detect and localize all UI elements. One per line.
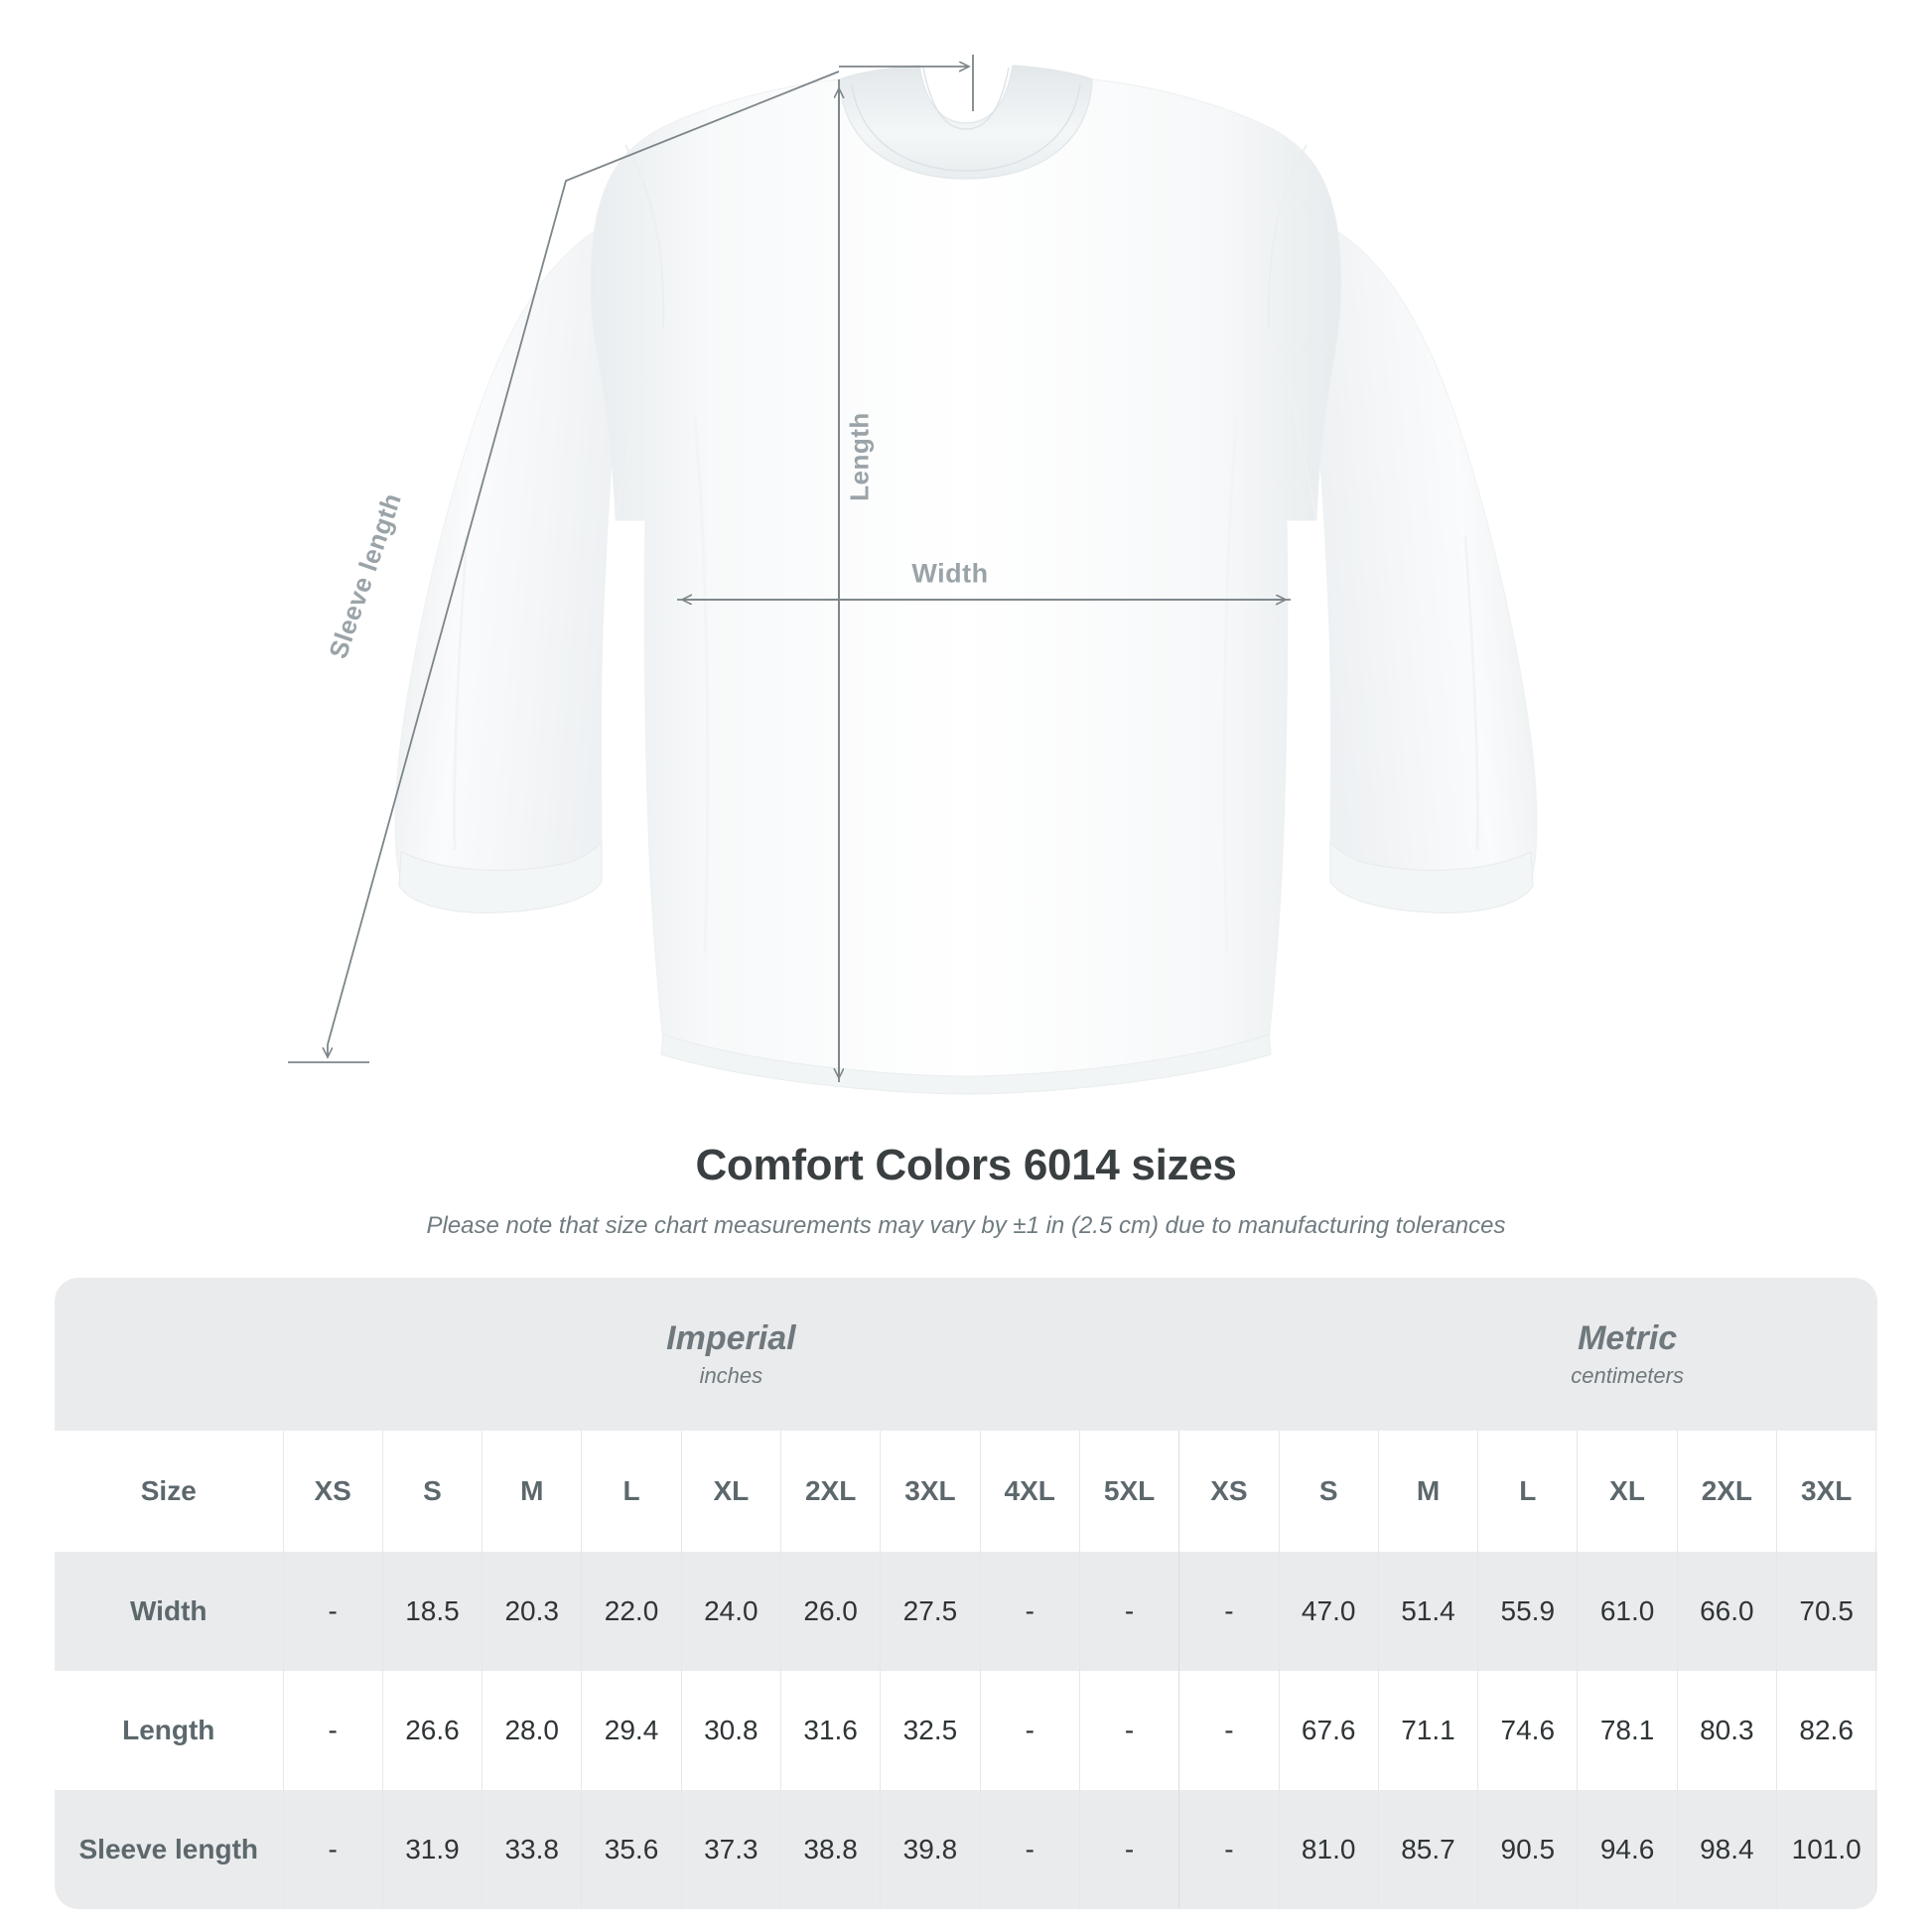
table-cell: 28.0	[482, 1671, 582, 1790]
size-header-2xl: 2XL	[1676, 1431, 1777, 1552]
table-cell: 31.6	[779, 1671, 881, 1790]
unit-header-spacer	[55, 1278, 283, 1431]
table-cell: 22.0	[581, 1552, 682, 1671]
table-cell: 98.4	[1676, 1790, 1777, 1909]
table-cell: 37.3	[680, 1790, 781, 1909]
shirt-diagram-svg	[288, 55, 1538, 1095]
size-header-l: L	[1477, 1431, 1578, 1552]
table-cell: -	[1178, 1790, 1280, 1909]
size-header-3xl: 3XL	[1776, 1431, 1876, 1552]
table-cell: -	[979, 1671, 1080, 1790]
size-chart-table-wrapper: Imperial inches Metric centimeters Size XS S M L…	[55, 1278, 1877, 1909]
table-cell: 32.5	[880, 1671, 981, 1790]
size-chart-table: Imperial inches Metric centimeters Size XS S M L…	[55, 1278, 1877, 1909]
measurement-lines	[288, 55, 1291, 1082]
unit-header-metric: Metric centimeters	[1178, 1278, 1877, 1431]
table-cell: 82.6	[1776, 1671, 1876, 1790]
table-cell: 85.7	[1377, 1790, 1478, 1909]
table-cell: -	[282, 1671, 383, 1790]
table-cell: 66.0	[1676, 1552, 1777, 1671]
size-header-xs: XS	[282, 1431, 383, 1552]
size-header-xs: XS	[1178, 1431, 1280, 1552]
size-header-row: SizeXSSMLXL2XL3XL4XL5XLXSSMLXL2XL3XL4XL5…	[55, 1431, 1877, 1552]
table-cell: -	[282, 1552, 383, 1671]
chart-heading-block: Comfort Colors 6014 sizes Please note th…	[0, 1141, 1932, 1240]
table-cell: 47.0	[1278, 1552, 1379, 1671]
table-cell: -	[979, 1790, 1080, 1909]
size-header-3xl: 3XL	[880, 1431, 981, 1552]
size-header-xl: XL	[680, 1431, 781, 1552]
table-cell: -	[1875, 1552, 1877, 1671]
table-cell: 80.3	[1676, 1671, 1777, 1790]
unit-header-imperial: Imperial inches	[283, 1278, 1179, 1431]
tolerance-note: Please note that size chart measurements…	[426, 1212, 1506, 1239]
table-cell: -	[1178, 1552, 1280, 1671]
table-cell: 26.0	[779, 1552, 881, 1671]
table-cell: 33.8	[482, 1790, 582, 1909]
unit-name: Imperial	[666, 1318, 796, 1357]
size-header-5xl: 5XL	[1078, 1431, 1179, 1552]
table-cell: -	[1178, 1671, 1280, 1790]
table-cell: -	[1875, 1790, 1877, 1909]
table-cell: 81.0	[1278, 1790, 1379, 1909]
row-label-width: Width	[55, 1552, 283, 1671]
table-row: Sleeve length -31.9 33.8 35.6 37.3 38.8 39.8- -…	[55, 1790, 1877, 1909]
garment-illustration: Sleeve length Length Width	[288, 55, 1538, 1095]
size-header-s: S	[381, 1431, 483, 1552]
row-label-length: Length	[55, 1671, 283, 1790]
sleeve-length-line	[327, 70, 840, 1045]
table-cell: 94.6	[1577, 1790, 1678, 1909]
table-row: Length -26.6 28.0 29.4 30.8 31.6 32.5- - -67.6 71…	[55, 1671, 1877, 1790]
table-cell: 20.3	[482, 1552, 582, 1671]
table-cell: 24.0	[680, 1552, 781, 1671]
table-cell: 51.4	[1377, 1552, 1478, 1671]
size-header-4xl: 4XL	[979, 1431, 1080, 1552]
page-title: Comfort Colors 6014 sizes	[695, 1141, 1237, 1189]
table-cell: 27.5	[880, 1552, 981, 1671]
table-cell: 61.0	[1577, 1552, 1678, 1671]
table-cell: 35.6	[581, 1790, 682, 1909]
unit-name: Metric	[1578, 1318, 1678, 1357]
size-header-m: M	[1377, 1431, 1478, 1552]
table-cell: -	[1078, 1552, 1179, 1671]
table-cell: 74.6	[1477, 1671, 1578, 1790]
table-cell: 18.5	[381, 1552, 483, 1671]
unit-subtitle: inches	[699, 1363, 763, 1389]
size-header-m: M	[482, 1431, 582, 1552]
size-header-xl: XL	[1577, 1431, 1678, 1552]
table-cell: -	[1078, 1790, 1179, 1909]
table-cell: 29.4	[581, 1671, 682, 1790]
size-header-2xl: 2XL	[779, 1431, 881, 1552]
table-cell: 67.6	[1278, 1671, 1379, 1790]
table-cell: 71.1	[1377, 1671, 1478, 1790]
table-cell: 31.9	[381, 1790, 483, 1909]
table-cell: 30.8	[680, 1671, 781, 1790]
table-cell: 90.5	[1477, 1790, 1578, 1909]
table-cell: -	[979, 1552, 1080, 1671]
table-cell: 78.1	[1577, 1671, 1678, 1790]
shirt-body-shape	[394, 65, 1538, 1095]
table-cell: 70.5	[1776, 1552, 1876, 1671]
size-header-label: Size	[55, 1431, 283, 1552]
table-row: Width -18.5 20.3 22.0 24.0 26.0 27.5- - -47.0 51.…	[55, 1552, 1877, 1671]
row-label-sleeve-length: Sleeve length	[55, 1790, 283, 1909]
table-cell: 38.8	[779, 1790, 881, 1909]
table-cell: 26.6	[381, 1671, 483, 1790]
table-cell: -	[1875, 1671, 1877, 1790]
table-cell: 101.0	[1776, 1790, 1876, 1909]
unit-header-row: Imperial inches Metric centimeters	[55, 1278, 1877, 1431]
size-header-s: S	[1278, 1431, 1379, 1552]
table-cell: 55.9	[1477, 1552, 1578, 1671]
table-cell: -	[282, 1790, 383, 1909]
table-cell: 39.8	[880, 1790, 981, 1909]
size-header-4xl: 4XL	[1875, 1431, 1877, 1552]
table-cell: -	[1078, 1671, 1179, 1790]
unit-subtitle: centimeters	[1571, 1363, 1684, 1389]
size-header-l: L	[581, 1431, 682, 1552]
